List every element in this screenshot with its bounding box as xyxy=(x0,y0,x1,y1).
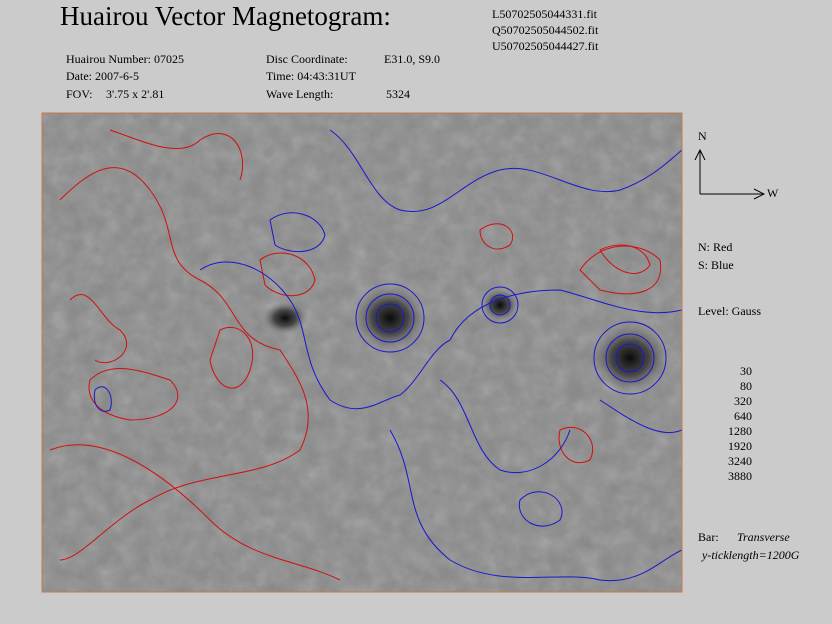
level-value: 1280 xyxy=(728,424,752,438)
legend-level: Level: Gauss xyxy=(698,304,761,318)
info: Date: 2007-6-5 xyxy=(66,69,139,83)
level-value: 1920 xyxy=(728,439,752,453)
bar-label: Bar: xyxy=(698,530,719,544)
magnetogram xyxy=(42,113,682,592)
info: 5324 xyxy=(386,87,410,101)
level-value: 3880 xyxy=(728,469,752,483)
compass-west: W xyxy=(767,186,779,200)
file-name: L50702505044331.fit xyxy=(492,7,598,21)
title: Huairou Vector Magnetogram: xyxy=(60,1,391,31)
info: E31.0, S9.0 xyxy=(384,52,440,66)
level-value: 3240 xyxy=(728,454,752,468)
info: FOV: xyxy=(66,87,92,101)
level-value: 80 xyxy=(740,379,752,393)
info: Disc Coordinate: xyxy=(266,52,348,66)
file-name: Q50702505044502.fit xyxy=(492,23,599,37)
info: 3'.75 x 2'.81 xyxy=(106,87,164,101)
level-value: 320 xyxy=(734,394,752,408)
file-name: U50702505044427.fit xyxy=(492,39,599,53)
compass xyxy=(694,148,766,200)
info: Time: 04:43:31UT xyxy=(266,69,357,83)
legend-north: N: Red xyxy=(698,240,732,254)
plot-frame xyxy=(41,112,683,593)
legend-south: S: Blue xyxy=(698,258,734,272)
level-value: 30 xyxy=(740,364,752,378)
ticklength: y-ticklength=1200G xyxy=(701,548,800,562)
info: Wave Length: xyxy=(266,87,333,101)
level-value: 640 xyxy=(734,409,752,423)
compass-north: N xyxy=(698,129,707,143)
bar-value: Transverse xyxy=(737,530,790,544)
info: Huairou Number: 07025 xyxy=(66,52,184,66)
